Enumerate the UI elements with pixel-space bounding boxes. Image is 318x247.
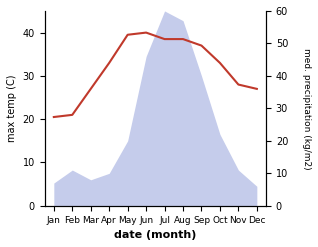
Y-axis label: med. precipitation (kg/m2): med. precipitation (kg/m2)	[302, 48, 311, 169]
Y-axis label: max temp (C): max temp (C)	[7, 75, 17, 142]
X-axis label: date (month): date (month)	[114, 230, 197, 240]
